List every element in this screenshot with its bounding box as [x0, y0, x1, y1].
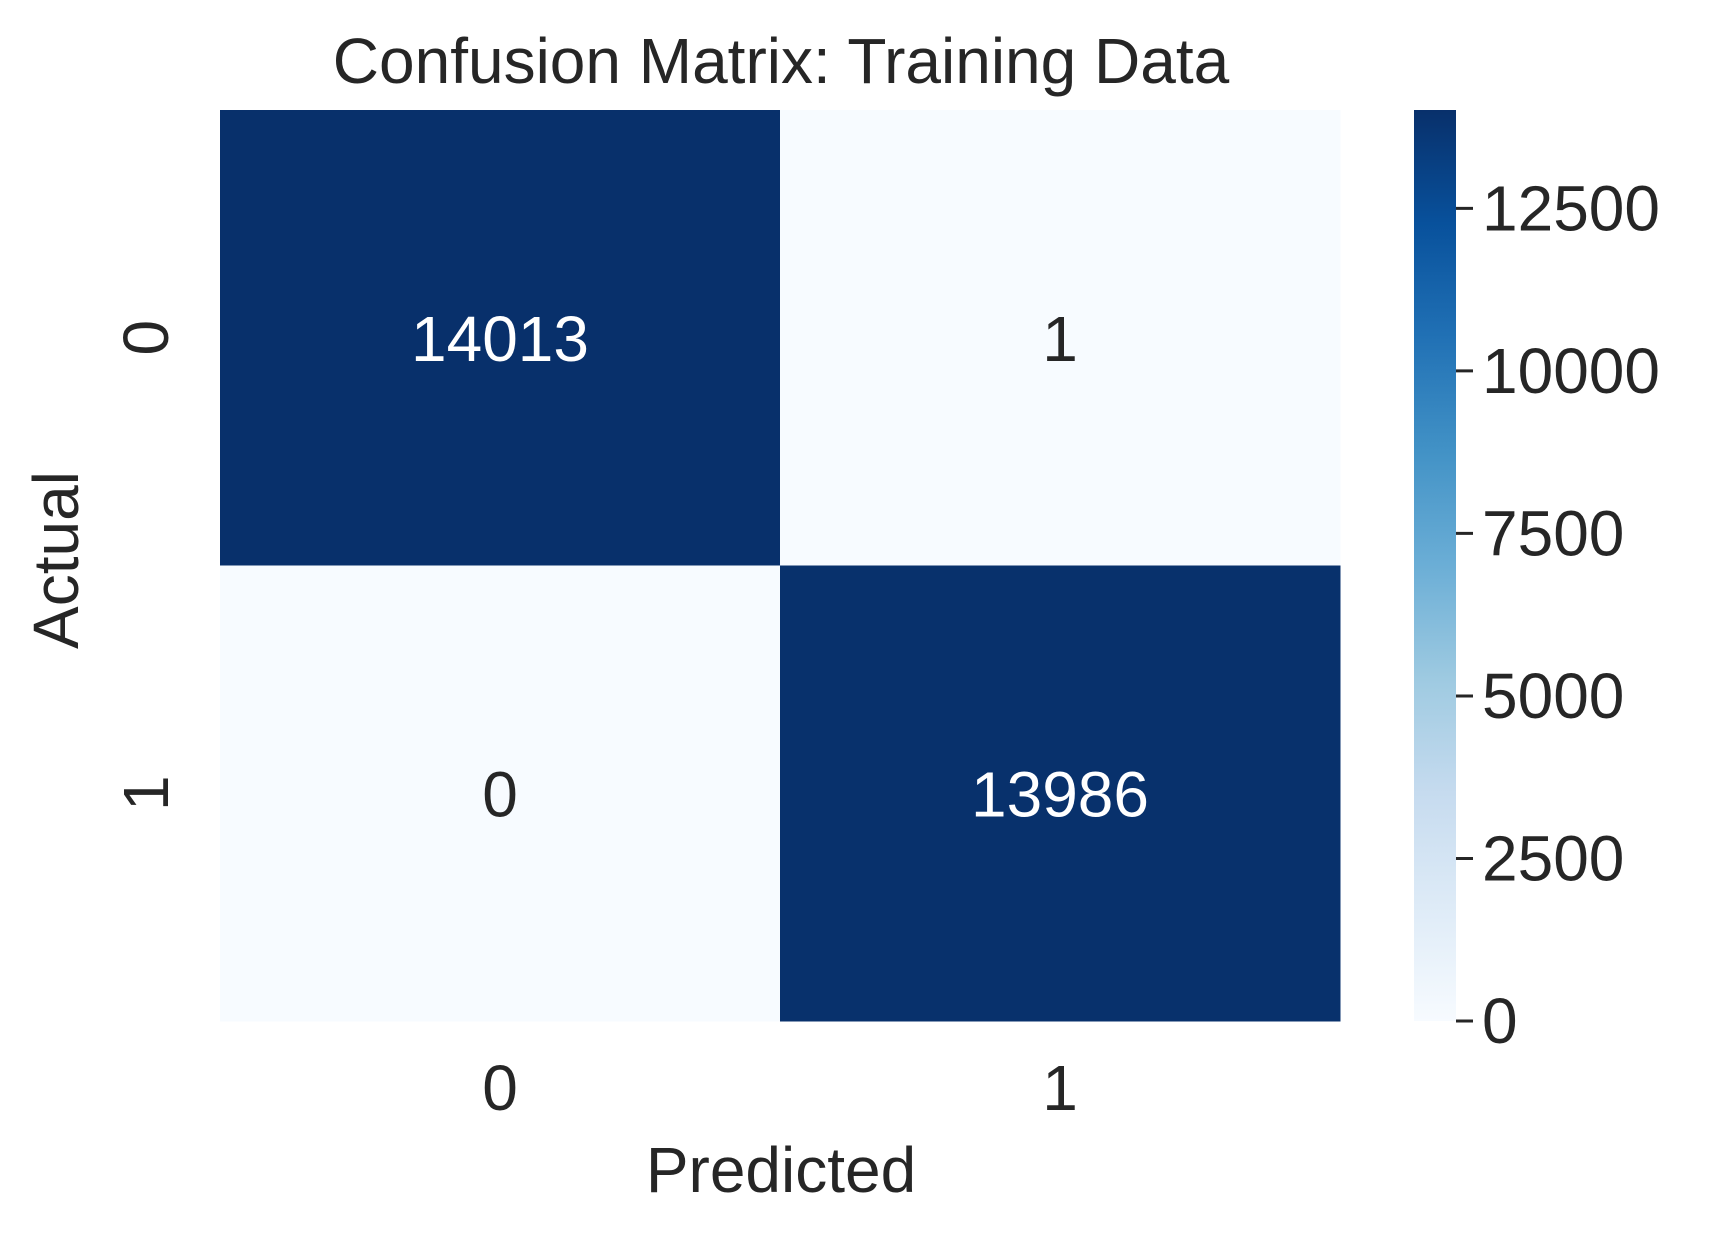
- cell-value-label: 0: [482, 758, 518, 830]
- cell-value-label: 14013: [411, 303, 589, 375]
- y-axis-label: Actual: [20, 471, 92, 649]
- colorbar-tick-label: 12500: [1482, 172, 1660, 244]
- colorbar-tick-label: 7500: [1482, 497, 1624, 569]
- x-tick-label: 1: [1042, 1052, 1078, 1124]
- x-axis-label: Predicted: [646, 1134, 916, 1206]
- heatmap-cell: [220, 110, 781, 566]
- y-tick-label: 1: [110, 775, 182, 811]
- heatmap-cell: [220, 565, 781, 1022]
- colorbar-tick-label: 0: [1482, 985, 1518, 1057]
- cell-value-label: 1: [1042, 303, 1078, 375]
- heatmap-cell-labels: 14013 1 0 13986: [411, 303, 1149, 831]
- heatmap-cell: [780, 565, 1341, 1022]
- colorbar-tick-label: 10000: [1482, 335, 1660, 407]
- cell-value-label: 13986: [971, 758, 1149, 830]
- colorbar-tick-label: 5000: [1482, 660, 1624, 732]
- heatmap-cell: [780, 110, 1341, 566]
- x-tick-label: 0: [482, 1052, 518, 1124]
- colorbar: [1414, 110, 1456, 1021]
- y-axis-ticks: 01: [110, 320, 182, 811]
- colorbar-ticks: 0 2500 5000 7500 10000 12500: [1456, 172, 1660, 1057]
- chart-title: Confusion Matrix: Training Data: [333, 25, 1230, 97]
- heatmap-cells: [220, 110, 1341, 1022]
- y-tick-label: 0: [110, 320, 182, 356]
- colorbar-tick-label: 2500: [1482, 822, 1624, 894]
